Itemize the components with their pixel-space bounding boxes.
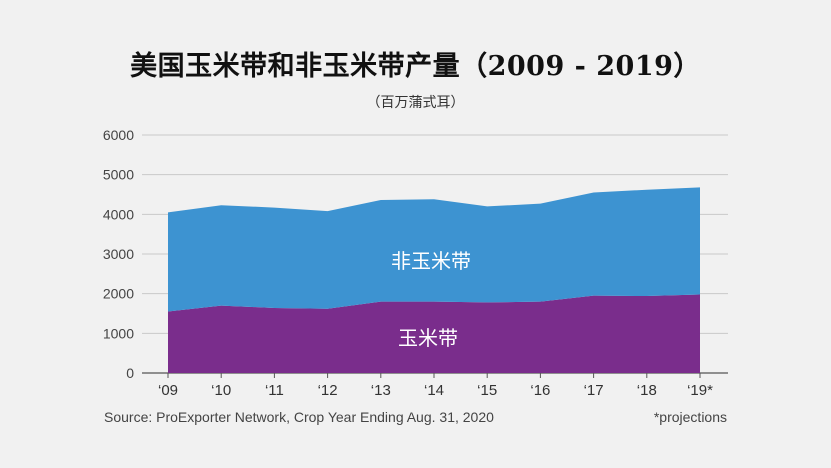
projections-note: *projections [653,409,727,425]
y-tick-label: 5000 [103,167,134,183]
x-tick-label: ‘10 [211,382,231,399]
chart-subtitle: （百万蒲式耳） [366,95,465,111]
area-corn-belt [168,294,700,373]
x-tick-label: ‘19* [687,382,713,399]
x-tick-label: ‘12 [318,382,338,399]
x-tick-label: ‘16 [530,382,550,399]
x-tick-label: ‘14 [424,382,444,399]
x-tick-label: ‘09 [158,382,178,399]
x-tick-label: ‘15 [477,382,497,399]
x-tick-label: ‘13 [371,382,391,399]
y-tick-label: 3000 [103,246,134,262]
series-label-corn-belt: 玉米带 [398,326,458,350]
source-note: Source: ProExporter Network, Crop Year E… [104,409,494,425]
y-tick-label: 2000 [103,286,134,302]
x-tick-label: ‘11 [265,382,284,399]
y-tick-label: 1000 [103,325,134,341]
chart-title: 美国玉米带和非玉米带产量（2009 - 2019） [130,51,701,82]
axes: 0 1000 2000 3000 4000 5000 6000 ‘09 ‘10 ‘11 ‘12 ‘13… [103,127,713,399]
y-tick-label: 0 [126,365,134,381]
areas [168,187,700,373]
area-non-corn-belt [168,187,700,312]
series-label-non-corn-belt: 非玉米带 [391,249,471,273]
y-tick-label: 4000 [103,206,134,222]
y-tick-label: 6000 [103,127,134,143]
x-tick-label: ‘18 [637,382,657,399]
x-tick-label: ‘17 [584,382,604,399]
